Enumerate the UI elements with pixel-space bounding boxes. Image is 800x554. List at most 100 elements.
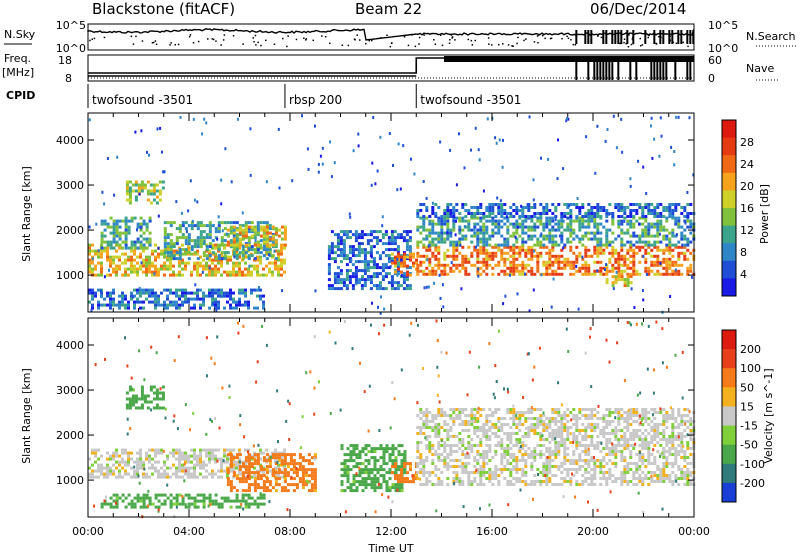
data-cell	[428, 435, 432, 438]
data-cell	[256, 248, 260, 252]
data-cell	[184, 242, 188, 246]
data-cell	[128, 385, 132, 389]
data-cell	[629, 209, 633, 212]
data-cell	[530, 206, 534, 209]
data-cell	[512, 468, 516, 471]
data-cell	[569, 272, 573, 276]
data-cell	[232, 267, 235, 271]
data-cell	[403, 261, 406, 265]
data-cell	[403, 453, 407, 457]
data-cell	[515, 231, 519, 235]
data-cell	[530, 453, 534, 456]
data-cell	[500, 234, 504, 238]
data-cell	[524, 480, 528, 483]
data-cell	[458, 459, 462, 462]
noise-cell	[371, 301, 373, 305]
data-cell	[265, 486, 269, 490]
data-cell	[226, 270, 229, 274]
data-cell	[118, 264, 121, 268]
data-cell	[118, 219, 122, 223]
data-cell	[256, 231, 260, 235]
data-cell	[232, 261, 235, 265]
data-cell	[118, 300, 121, 304]
data-cell	[593, 219, 597, 223]
data-cell	[149, 385, 153, 389]
data-cell	[482, 453, 486, 456]
data-cell	[355, 480, 359, 484]
data-cell	[100, 264, 103, 268]
data-cell	[527, 216, 531, 220]
data-cell	[515, 245, 519, 249]
data-cell	[91, 243, 94, 247]
data-cell	[494, 426, 498, 429]
figure-title: Blackstone (fitACF)	[92, 0, 235, 18]
data-cell	[500, 447, 504, 450]
data-cell	[262, 225, 266, 229]
data-cell	[629, 272, 633, 276]
data-cell	[220, 288, 223, 292]
data-cell	[527, 245, 531, 249]
data-cell	[464, 462, 468, 465]
data-cell	[554, 206, 558, 209]
data-cell	[509, 266, 513, 270]
data-cell	[112, 240, 116, 244]
data-cell	[128, 195, 132, 199]
noise-cell	[203, 240, 206, 244]
data-cell	[500, 423, 504, 426]
data-cell	[542, 260, 546, 264]
data-cell	[455, 444, 459, 447]
data-cell	[539, 234, 543, 238]
data-cell	[112, 472, 115, 476]
data-cell	[175, 472, 178, 476]
noise-cell	[470, 148, 472, 152]
data-cell	[184, 227, 188, 231]
data-cell	[301, 486, 305, 490]
data-cell	[530, 216, 534, 220]
data-cell	[124, 252, 127, 256]
data-cell	[220, 261, 223, 265]
data-cell	[479, 429, 483, 432]
data-cell	[265, 480, 269, 484]
noise-cell	[446, 231, 449, 235]
data-cell	[370, 468, 374, 472]
data-cell	[208, 448, 211, 452]
data-cell	[632, 254, 636, 258]
data-cell	[590, 272, 594, 276]
data-cell	[656, 260, 660, 264]
data-cell	[422, 216, 426, 220]
data-cell	[443, 269, 447, 273]
data-cell	[175, 469, 178, 473]
data-cell	[452, 215, 456, 218]
data-cell	[190, 466, 193, 470]
data-cell	[527, 225, 531, 229]
noise-cell	[215, 308, 218, 312]
data-cell	[277, 228, 281, 232]
data-cell	[668, 266, 672, 270]
data-cell	[422, 228, 426, 232]
data-cell	[136, 469, 139, 473]
data-cell	[142, 300, 145, 304]
data-cell	[482, 432, 486, 435]
data-cell	[650, 269, 654, 273]
data-cell	[425, 228, 429, 232]
data-cell	[343, 453, 347, 457]
data-cell	[506, 423, 510, 426]
data-cell	[409, 258, 412, 262]
data-cell	[488, 251, 492, 255]
data-cell	[211, 448, 214, 452]
data-cell	[524, 411, 528, 414]
nsearch-dot	[623, 38, 626, 40]
data-cell	[542, 212, 546, 215]
data-cell	[229, 499, 233, 503]
data-cell	[419, 260, 423, 264]
data-cell	[434, 269, 438, 273]
data-cell	[118, 225, 122, 229]
data-cell	[115, 255, 118, 259]
data-cell	[262, 456, 266, 460]
data-cell	[530, 215, 534, 218]
data-cell	[205, 451, 208, 455]
noise-cell	[674, 268, 677, 272]
data-cell	[250, 502, 254, 506]
data-cell	[689, 269, 693, 273]
nsearch-burst	[692, 30, 695, 44]
